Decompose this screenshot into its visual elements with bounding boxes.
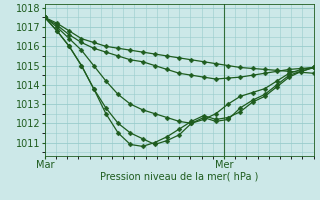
- X-axis label: Pression niveau de la mer( hPa ): Pression niveau de la mer( hPa ): [100, 172, 258, 182]
